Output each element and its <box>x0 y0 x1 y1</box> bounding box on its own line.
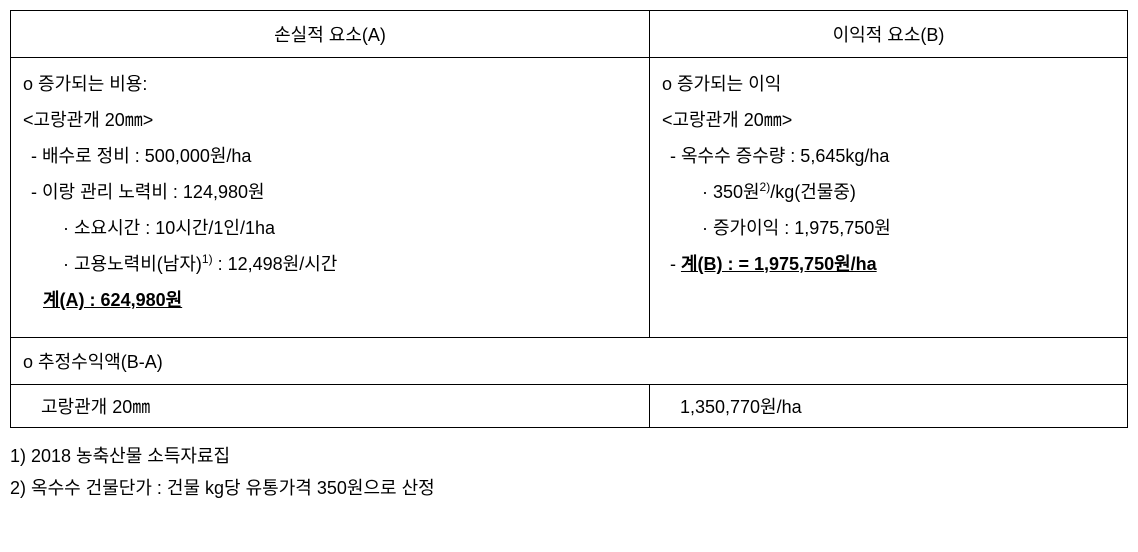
loss-item-2-sub2: · 고용노력비(남자)1) : 12,498원/시간 <box>23 246 637 282</box>
content-row: o 증가되는 비용: <고랑관개 20㎜> - 배수로 정비 : 500,000… <box>11 58 1128 338</box>
footnotes: 1) 2018 농축산물 소득자료집 2) 옥수수 건물단가 : 건물 kg당 … <box>10 440 1128 505</box>
benefit-total-prefix: - <box>670 254 681 274</box>
cost-benefit-table: 손실적 요소(A) 이익적 요소(B) o 증가되는 비용: <고랑관개 20㎜… <box>10 10 1128 428</box>
benefit-item-1-sub1: · 350원2)/kg(건물중) <box>662 174 1115 210</box>
loss-item-1: - 배수로 정비 : 500,000원/ha <box>23 138 637 174</box>
loss-subtitle: <고랑관개 20㎜> <box>23 102 637 138</box>
footnote-1: 1) 2018 농축산물 소득자료집 <box>10 440 1128 472</box>
loss-total: 계(A) : 624,980원 <box>23 282 637 318</box>
table-header-row: 손실적 요소(A) 이익적 요소(B) <box>11 11 1128 58</box>
result-value: 1,350,770원/ha <box>649 385 1127 428</box>
footnote-2: 2) 옥수수 건물단가 : 건물 kg당 유통가격 350원으로 산정 <box>10 472 1128 504</box>
loss-item-2: - 이랑 관리 노력비 : 124,980원 <box>23 174 637 210</box>
header-benefit: 이익적 요소(B) <box>649 11 1127 58</box>
benefit-item-1: - 옥수수 증수량 : 5,645kg/ha <box>662 138 1115 174</box>
loss-labor-text-pre: · 고용노력비(남자) <box>63 254 202 274</box>
benefit-total-line: - 계(B) : = 1,975,750원/ha <box>662 246 1115 282</box>
result-row: 고랑관개 20㎜ 1,350,770원/ha <box>11 385 1128 428</box>
footnote-ref-1: 1) <box>202 252 213 266</box>
result-label: 고랑관개 20㎜ <box>11 385 650 428</box>
benefit-price-pre: · 350원 <box>702 182 760 202</box>
benefit-subtitle: <고랑관개 20㎜> <box>662 102 1115 138</box>
header-loss: 손실적 요소(A) <box>11 11 650 58</box>
benefit-cell: o 증가되는 이익 <고랑관개 20㎜> - 옥수수 증수량 : 5,645kg… <box>649 58 1127 338</box>
summary-label: o 추정수익액(B-A) <box>11 338 1128 385</box>
loss-title: o 증가되는 비용: <box>23 66 637 102</box>
benefit-total: 계(B) : = 1,975,750원/ha <box>681 254 877 274</box>
loss-cell: o 증가되는 비용: <고랑관개 20㎜> - 배수로 정비 : 500,000… <box>11 58 650 338</box>
benefit-item-1-sub2: · 증가이익 : 1,975,750원 <box>662 210 1115 246</box>
loss-labor-text-post: : 12,498원/시간 <box>213 254 338 274</box>
loss-item-2-sub1: · 소요시간 : 10시간/1인/1ha <box>23 210 637 246</box>
footnote-ref-2: 2) <box>760 180 771 194</box>
benefit-price-post: /kg(건물중) <box>770 182 856 202</box>
benefit-title: o 증가되는 이익 <box>662 66 1115 102</box>
summary-row: o 추정수익액(B-A) <box>11 338 1128 385</box>
